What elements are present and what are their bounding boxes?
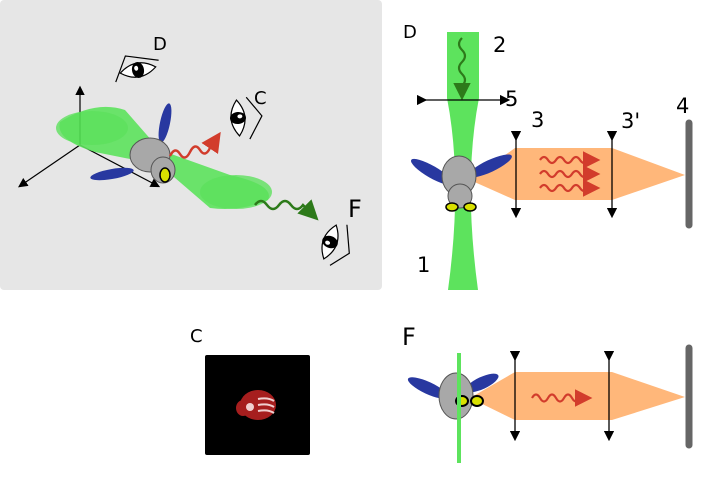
red-wave-f xyxy=(531,389,593,407)
fly-wing-left xyxy=(407,377,449,399)
fly-eye-right xyxy=(470,395,484,407)
orange-detection-beam xyxy=(470,148,685,200)
fly-eye-right xyxy=(463,202,477,212)
label-1: 1 xyxy=(417,253,430,277)
fly-icon-fluor xyxy=(407,372,499,420)
fly-icon xyxy=(90,103,176,184)
panel-top-view: D 1 2 3 3' 4 5 xyxy=(403,22,693,290)
red-waves xyxy=(539,151,601,197)
image-label-c: C xyxy=(190,326,203,347)
red-emission-wave xyxy=(168,131,221,159)
fly-wing-left xyxy=(90,167,134,181)
panel-background xyxy=(0,0,382,290)
label-3-prime: 3' xyxy=(621,109,640,133)
fly-wing-right xyxy=(468,154,512,178)
viewer-label-c: C xyxy=(254,88,267,109)
panel-fluorescence: F xyxy=(402,323,693,463)
view-label-d: D xyxy=(403,22,417,43)
fly-eye xyxy=(159,167,171,183)
label-3: 3 xyxy=(531,108,544,132)
eye-icon-top xyxy=(115,55,159,83)
eye-icon-side xyxy=(227,96,263,140)
green-wave-down xyxy=(453,37,471,101)
orange-detection-beam-f xyxy=(470,372,685,420)
fly-body xyxy=(438,372,474,420)
green-emission-wave xyxy=(254,199,319,221)
label-5: 5 xyxy=(505,87,518,111)
fly-wing-right xyxy=(158,103,172,143)
eye-icon-emission xyxy=(315,221,350,266)
panel-camera-image: C xyxy=(190,326,310,455)
fly-eye-left xyxy=(445,202,459,212)
fly-fluorescence-image xyxy=(236,390,276,420)
fly-wing-right xyxy=(465,373,499,393)
viewer-label-f: F xyxy=(348,195,362,223)
fly-head xyxy=(447,183,473,209)
label-2: 2 xyxy=(493,33,506,57)
panel-3d-view: D C F xyxy=(0,0,382,290)
label-4: 4 xyxy=(676,94,689,118)
viewer-label-d: D xyxy=(153,34,167,55)
fluor-label-f: F xyxy=(402,323,416,351)
fly-icon-top xyxy=(411,154,512,212)
